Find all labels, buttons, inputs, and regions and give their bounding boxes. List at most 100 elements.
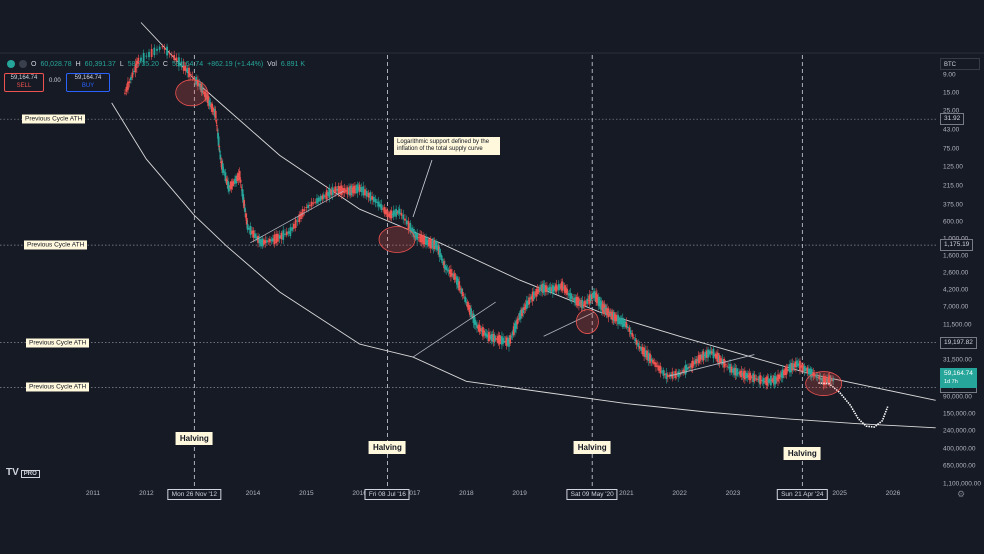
volume-value: 6.891 K — [280, 60, 306, 68]
candle-body — [438, 248, 441, 258]
candle-body — [793, 363, 796, 367]
candle-body — [189, 74, 192, 76]
candle-body — [186, 68, 189, 73]
candle-body — [260, 239, 262, 247]
candle-body — [703, 354, 706, 357]
candle-body — [537, 288, 540, 293]
gear-icon[interactable]: ⚙ — [957, 489, 966, 499]
candle-body — [806, 367, 809, 374]
candle-body — [237, 173, 240, 181]
x-tick-label: 2026 — [885, 490, 901, 497]
candle-body — [749, 375, 752, 379]
candle-body — [328, 188, 331, 198]
candle-body — [659, 365, 662, 374]
candle-body — [385, 209, 387, 215]
candle-body — [337, 186, 340, 194]
candle-body — [451, 273, 454, 276]
candle-body — [575, 296, 578, 306]
candle-body — [298, 214, 301, 223]
candle-body — [791, 363, 794, 371]
candle-body — [544, 285, 547, 293]
candle-body — [407, 221, 410, 229]
candle-body — [709, 350, 712, 355]
candle-body — [193, 78, 196, 80]
candle-body — [182, 61, 185, 71]
visibility-toggle-icon[interactable] — [19, 60, 27, 68]
candle-body — [264, 240, 267, 244]
buy-button[interactable]: 59,164.74 BUY — [66, 73, 110, 92]
candle-body — [818, 376, 821, 380]
candle-body — [700, 354, 702, 360]
candle-body — [349, 186, 352, 196]
candle-body — [549, 286, 552, 293]
candle-body — [404, 218, 406, 221]
ohlc-legend: O 60,028.78 H 60,391.37 L 58,735.20 C 59,164… — [7, 58, 305, 70]
candle-body — [635, 340, 638, 345]
candle-body — [374, 198, 377, 203]
candle-body — [615, 316, 618, 321]
ticker-label[interactable]: BTC — [940, 58, 980, 70]
candle-body — [591, 294, 593, 300]
candle-body — [245, 218, 248, 225]
candle-body — [327, 192, 330, 196]
candle-body — [631, 332, 634, 337]
candle-body — [307, 204, 310, 209]
candle-body — [579, 301, 582, 305]
candle-body — [696, 359, 699, 362]
high-value: 60,391.37 — [84, 60, 116, 68]
halving-label: Halving — [175, 432, 213, 445]
candle-body — [554, 287, 557, 290]
candle-body — [641, 346, 644, 355]
candle-body — [339, 186, 342, 195]
candle-body — [585, 302, 587, 304]
y-tick-label: 7,000.00 — [943, 303, 969, 311]
candle-body — [734, 367, 737, 376]
annotation-note[interactable]: Logarithmic support defined by the infla… — [394, 137, 500, 155]
candle-body — [505, 337, 508, 346]
tradingview-logo[interactable]: TV PRO — [6, 467, 40, 478]
candle-body — [445, 266, 448, 271]
candle-body — [249, 226, 252, 235]
candle-body — [662, 369, 665, 376]
candle-body — [137, 57, 140, 64]
candle-body — [687, 367, 689, 370]
candle-body — [518, 312, 521, 320]
candle-body — [371, 196, 374, 200]
candle-body — [261, 238, 264, 247]
candle-body — [770, 375, 772, 386]
candle-body — [647, 352, 650, 361]
candle-body — [455, 276, 458, 285]
candle-body — [748, 372, 751, 381]
candle-body — [234, 178, 236, 184]
sell-button[interactable]: 59,164.74 SELL — [4, 73, 44, 92]
candle-body — [496, 338, 499, 340]
x-tick-label: 2012 — [139, 490, 154, 497]
candle-body — [524, 304, 527, 309]
candle-body — [698, 354, 701, 362]
candle-body — [296, 220, 299, 222]
candle-body — [204, 92, 207, 100]
candle-body — [541, 284, 544, 292]
candle-body — [453, 273, 456, 280]
candle-body — [216, 129, 219, 132]
candle-body — [551, 285, 554, 294]
candle-body — [713, 354, 716, 356]
status-dot-icon — [7, 60, 15, 68]
candle-body — [170, 54, 173, 56]
candle-body — [289, 227, 292, 237]
candle-body — [684, 365, 687, 375]
candle-body — [816, 376, 819, 378]
candle-body — [758, 376, 760, 383]
candle-body — [414, 232, 417, 239]
candle-body — [502, 337, 504, 344]
previous-cycle-ath-label: Previous Cycle ATH — [26, 382, 90, 392]
candle-body — [316, 198, 318, 204]
candle-body — [688, 366, 691, 368]
candle-body — [441, 259, 444, 261]
candle-body — [569, 292, 572, 300]
change-value: +862.19 (+1.44%) — [207, 60, 264, 68]
candle-body — [319, 196, 322, 202]
candle-body — [322, 194, 325, 199]
candle-body — [690, 363, 693, 368]
